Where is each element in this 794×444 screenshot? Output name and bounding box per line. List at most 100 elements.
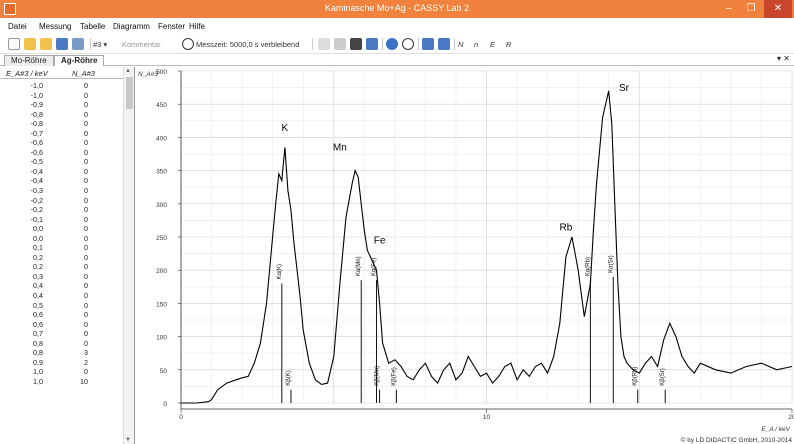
table-row[interactable]: 0,6 0 <box>0 309 123 319</box>
marker-label: Kβ(Sr) <box>660 368 666 385</box>
scroll-thumb[interactable] <box>126 77 133 109</box>
table-row[interactable]: 0,9 2 <box>0 357 123 367</box>
cell-energy: -0,1 <box>30 214 43 224</box>
table-row[interactable]: -0,2 0 <box>0 195 123 205</box>
info-icon[interactable] <box>386 38 398 50</box>
window-cascade-icon[interactable] <box>438 38 450 50</box>
cell-energy: 0,2 <box>33 262 43 272</box>
minimize-button[interactable]: – <box>726 3 732 14</box>
table-header: E_A#3 / keV N_A#3 <box>0 67 123 79</box>
scroll-down-icon[interactable]: ▼ <box>125 437 131 443</box>
table-row[interactable]: -0,4 0 <box>0 166 123 176</box>
symbol-ra-button[interactable]: R <box>506 40 512 49</box>
cell-counts: 0 <box>84 243 88 253</box>
table-row[interactable]: 0,1 0 <box>0 242 123 252</box>
table-row[interactable]: 1,0 0 <box>0 366 123 376</box>
table-scrollbar[interactable]: ▲ ▼ <box>123 67 134 444</box>
table-row[interactable]: 0,8 3 <box>0 347 123 357</box>
table-row[interactable]: -0,9 0 <box>0 99 123 109</box>
y-tick-label: 200 <box>156 268 167 275</box>
y-tick-label: 500 <box>156 69 167 76</box>
app-icon <box>4 3 16 15</box>
chart-svg[interactable]: 0 50 100 150 200 250 300 350 400 450 500 0 10 20 N_A#3… <box>136 66 794 444</box>
open-folder-icon[interactable] <box>24 38 36 50</box>
menu-diagramm[interactable]: Diagramm <box>113 22 150 31</box>
channel-select[interactable]: #3 ▾ <box>93 40 108 49</box>
table-row[interactable]: -0,5 0 <box>0 156 123 166</box>
scroll-up-icon[interactable]: ▲ <box>125 68 131 74</box>
cell-energy: 0,6 <box>33 319 43 329</box>
cell-counts: 0 <box>84 310 88 320</box>
table-row[interactable]: 0,4 0 <box>0 280 123 290</box>
data-table: E_A#3 / keV N_A#3 -1,0 0 -1,0 0 -0,9 0 -0,8 0 -0… <box>0 67 135 444</box>
table-row[interactable]: 0,6 0 <box>0 319 123 329</box>
spectrum-chart[interactable]: 0 50 100 150 200 250 300 350 400 450 500 0 10 20 N_A#3… <box>136 66 794 444</box>
table-row[interactable]: 0,5 0 <box>0 300 123 310</box>
table-row[interactable]: -0,6 0 <box>0 137 123 147</box>
table-row[interactable]: 0,2 0 <box>0 261 123 271</box>
x-tick-label: 10 <box>483 414 491 421</box>
cell-counts: 0 <box>84 81 88 90</box>
table-row[interactable]: 0,8 0 <box>0 338 123 348</box>
tab-menu-icon[interactable]: ▾ ✕ <box>777 54 790 63</box>
table-row[interactable]: 1,0 10 <box>0 376 123 386</box>
table-row[interactable]: -0,1 0 <box>0 214 123 224</box>
tab-ag-roehre[interactable]: Ag-Röhre <box>54 55 105 66</box>
column-header-counts: N_A#3 <box>72 69 95 78</box>
toolbar: #3 ▾ Kommentar Messzeit: 5000,0 s verble… <box>0 34 794 54</box>
menu-tabelle[interactable]: Tabelle <box>80 22 106 31</box>
cell-energy: 1,0 <box>33 376 43 386</box>
measure-stop-icon[interactable] <box>318 38 330 50</box>
save-icon[interactable] <box>56 38 68 50</box>
menu-fenster[interactable]: Fenster <box>158 22 186 31</box>
table-row[interactable]: 0,7 0 <box>0 328 123 338</box>
cell-energy: 0,7 <box>33 329 43 339</box>
tab-mo-roehre[interactable]: Mo-Röhre <box>4 55 54 66</box>
display-icon[interactable] <box>366 38 378 50</box>
y-axis-label: N_A#3 <box>138 71 158 78</box>
cell-counts: 0 <box>84 338 88 348</box>
table-row[interactable]: -1,0 0 <box>0 80 123 90</box>
table-row[interactable]: -0,2 0 <box>0 204 123 214</box>
menu-messung[interactable]: Messung <box>39 22 72 31</box>
cell-energy: -0,9 <box>30 100 43 110</box>
table-row[interactable]: 0,0 0 <box>0 223 123 233</box>
print-icon[interactable] <box>72 38 84 50</box>
table-row[interactable]: -0,6 0 <box>0 147 123 157</box>
maximize-button[interactable]: ❐ <box>746 3 756 14</box>
window-tile-icon[interactable] <box>422 38 434 50</box>
cell-energy: -0,6 <box>30 138 43 148</box>
power-icon[interactable] <box>402 38 414 50</box>
cell-counts: 0 <box>84 157 88 167</box>
new-file-icon[interactable] <box>8 38 20 50</box>
cell-energy: 0,9 <box>33 357 43 367</box>
table-row[interactable]: -1,0 0 <box>0 90 123 100</box>
cell-counts: 0 <box>84 291 88 301</box>
table-row[interactable]: 0,3 0 <box>0 271 123 281</box>
menu-hilfe[interactable]: Hilfe <box>189 22 206 31</box>
settings-gear-icon[interactable] <box>350 38 362 50</box>
symbol-ea-button[interactable]: E <box>490 40 496 49</box>
symbol-na-button[interactable]: N <box>458 40 464 49</box>
grid-icon[interactable] <box>334 38 346 50</box>
table-row[interactable]: -0,8 0 <box>0 118 123 128</box>
spectrum-line <box>181 90 793 404</box>
table-row[interactable]: -0,8 0 <box>0 109 123 119</box>
tab-strip: Mo-Röhre Ag-Röhre ▾ ✕ <box>0 54 794 66</box>
table-row[interactable]: 0,4 0 <box>0 290 123 300</box>
table-row[interactable]: -0,4 0 <box>0 175 123 185</box>
table-row[interactable]: -0,3 0 <box>0 185 123 195</box>
cell-counts: 0 <box>84 128 88 138</box>
open-example-icon[interactable] <box>40 38 52 50</box>
cell-counts: 0 <box>84 329 88 339</box>
table-row[interactable]: 0,0 0 <box>0 233 123 243</box>
cell-counts: 0 <box>84 271 88 281</box>
marker-label: Kβ(Mn) <box>375 366 381 386</box>
comment-input[interactable]: Kommentar <box>122 40 161 49</box>
symbol-nb-button[interactable]: n <box>474 40 479 49</box>
peak-label: Rb <box>560 222 573 233</box>
menu-datei[interactable]: Datei <box>8 22 27 31</box>
close-button[interactable]: ✕ <box>764 0 792 18</box>
table-row[interactable]: -0,7 0 <box>0 128 123 138</box>
table-row[interactable]: 0,2 0 <box>0 252 123 262</box>
